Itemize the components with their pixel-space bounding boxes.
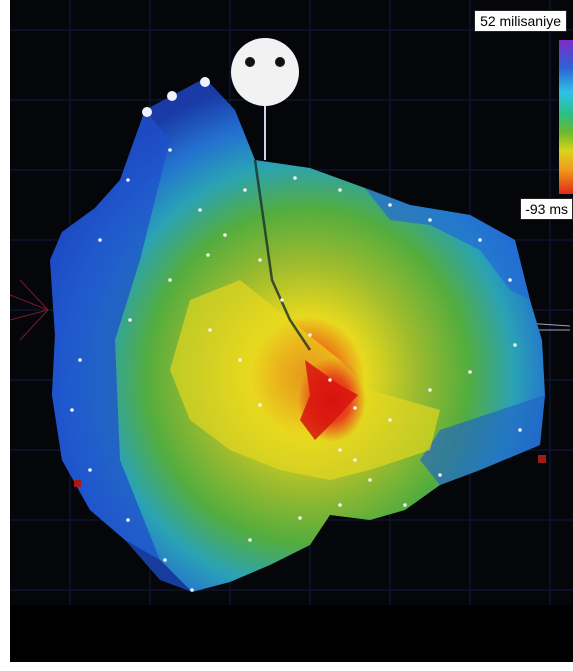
activation-map-canvas — [10, 0, 573, 605]
map-viewport: 52 milisaniye -93 ms — [10, 0, 573, 605]
late-activation-rim-lower — [420, 395, 545, 485]
late-activation-rim — [50, 110, 192, 592]
edge-markers — [74, 455, 546, 487]
late-activation-rim-right — [365, 188, 530, 300]
catheter-reference-icon — [231, 38, 299, 160]
activation-color-scale — [559, 40, 573, 194]
valve-crease — [253, 159, 312, 351]
earliest-activation-core — [300, 360, 358, 440]
tracking-markers — [142, 77, 210, 117]
scale-min-label: -93 ms — [520, 198, 573, 220]
orientation-lines — [10, 279, 49, 341]
mapping-points — [70, 148, 522, 592]
bottom-black-band — [10, 605, 573, 662]
scale-max-label: 52 milisaniye — [474, 10, 567, 32]
